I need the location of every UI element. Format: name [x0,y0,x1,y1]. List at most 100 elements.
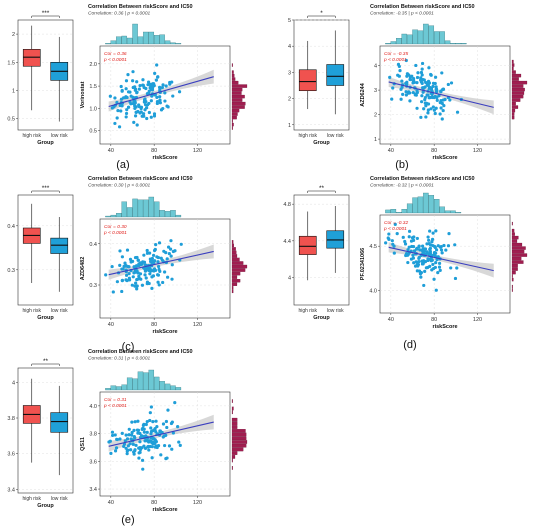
scatter-point [433,111,437,116]
scatter-point [428,249,433,254]
scatter-point [125,449,129,453]
scatter-xlabel: riskScore [152,507,177,513]
top-histogram-bar [455,43,462,45]
scatter-point [133,101,137,105]
right-histogram-bar [231,80,239,85]
scatter-point [115,280,119,284]
correlation-annotation: Cor = 0.31 [104,397,127,403]
right-histogram [511,59,528,120]
scatter-point [407,245,411,249]
scatter-point [412,249,417,253]
top-histogram [105,369,182,391]
scatter-point [161,280,165,285]
panel-2: 1 2 3 4 5 high risk low risk * Group 40 80 120 1 2 3 4 r… [288,4,528,171]
scatter-point [415,236,419,241]
scatter-point [124,446,128,450]
boxplot-ytick-label: 4.8 [283,202,291,208]
top-histogram-bar [105,43,111,45]
right-histogram-bar [511,239,518,243]
scatter-xlabel: riskScore [432,324,457,330]
scatter-point [165,104,169,108]
top-histogram-bar [406,203,413,214]
right-histogram-bar [511,274,513,278]
right-histogram-bar [231,458,233,463]
scatter-xtick-label: 40 [108,500,114,506]
scatter-ylabel: QS11 [80,437,86,451]
right-histogram-bar [231,406,234,411]
scatter-point [437,261,442,265]
scatter-point [118,263,122,267]
scatter-xtick-label: 80 [151,148,157,154]
right-histogram-bar [511,260,524,264]
top-histogram-bar [423,192,429,214]
scatter-point [114,446,119,450]
scatter-point [133,284,137,288]
right-histogram-bar [231,240,234,244]
panel-3: 0.3 0.4 high risk low risk *** Group 40 80 120 0.… [7,176,248,353]
scatter-point [138,272,143,276]
scatter-point [156,280,160,284]
panel-5: 3.4 3.6 3.8 4 high risk low risk ** Group 40 80 12… [7,349,248,526]
significance-bracket [31,363,60,366]
scatter-point [419,275,423,279]
scatter-point [121,267,125,271]
scatter-ytick-label: 0.5 [89,129,97,135]
scatter-point [134,443,138,447]
scatter-point [131,70,135,74]
right-histogram-bar [231,279,241,283]
scatter-point [134,281,138,285]
scatter-point [164,419,169,424]
scatter-point [415,89,419,93]
scatter-point [123,261,127,265]
scatter-point [415,246,419,251]
scatter-point [411,80,416,84]
boxplot-category-label: low risk [327,133,344,139]
scatter-point [135,90,139,94]
scatter-point [414,63,418,68]
top-histogram-bar [164,383,171,391]
scatter-ytick-label: 4 [374,64,377,70]
scatter-point [403,239,407,244]
scatter-point [110,433,115,438]
scatter-point [161,435,165,439]
right-histogram-bar [231,63,233,67]
scatter-point [141,78,145,82]
scatter-point [171,431,175,435]
scatter-point [124,433,128,437]
scatter-point [148,257,152,261]
scatter-point [130,433,134,437]
right-histogram-bar [231,425,238,429]
right-histogram-bar [511,270,516,275]
pvalue-annotation: p < 0.0001 [103,230,127,236]
right-histogram-bar [511,84,524,88]
right-histogram-bar [231,451,238,455]
scatter-point [411,90,415,95]
scatter-xtick-label: 120 [193,148,202,154]
panel-subtitle: Correlation: 0.36 | p < 0.0001 [88,11,151,17]
panel-title: Correlation Between riskScore and IC50 [88,4,193,10]
scatter-xtick-label: 120 [193,500,202,506]
right-histogram-bar [231,432,247,437]
correlation-annotation: Cor = -0.35 [384,51,408,57]
scatter-point [408,91,412,95]
scatter-point [434,106,438,110]
right-histogram-bar [231,243,234,248]
scatter-point [176,425,180,429]
scatter-point [149,115,153,119]
scatter-point [388,75,392,79]
right-histogram-bar [511,63,515,67]
right-histogram-bar [231,286,234,290]
scatter-point [434,261,438,265]
scatter-point [433,244,437,249]
scatter-point [126,90,131,94]
scatter-point [150,94,154,98]
scatter-point [410,74,414,78]
scatter-point [142,430,146,434]
scatter-point [437,94,441,98]
regression-line [108,250,214,276]
scatter-ytick-label: 4.0 [369,289,377,295]
scatter-point [439,106,443,110]
scatter-point [416,264,420,268]
scatter-point [159,453,163,457]
top-histogram-bar [385,43,391,45]
